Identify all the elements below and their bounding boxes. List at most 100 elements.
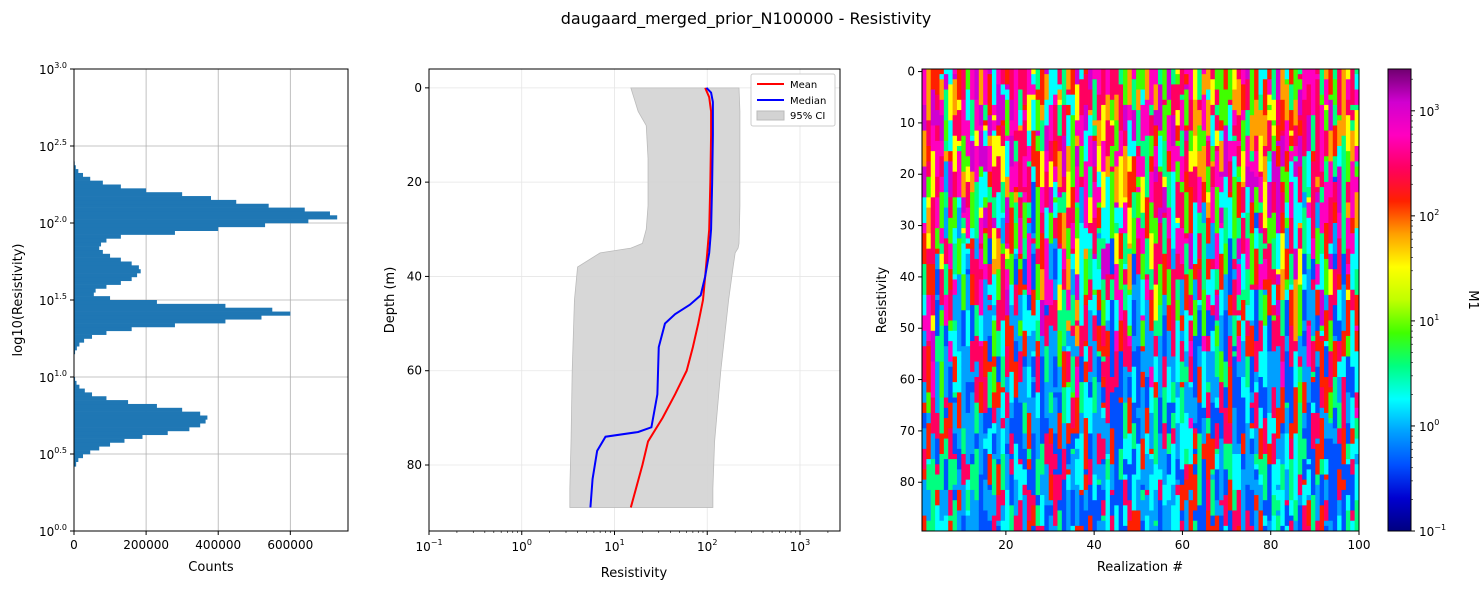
heatmap-cell bbox=[1026, 310, 1032, 337]
heatmap-cell bbox=[1332, 207, 1338, 224]
heatmap-cell bbox=[1206, 202, 1211, 219]
heatmap-cell bbox=[1297, 402, 1303, 439]
heatmap-cell bbox=[991, 366, 997, 393]
heatmap-cell bbox=[965, 510, 971, 516]
heatmap-cell bbox=[1048, 104, 1054, 142]
heatmap-cell bbox=[1066, 94, 1071, 106]
heatmap-y-tick-label: 40 bbox=[900, 270, 915, 284]
heatmap-cell bbox=[1022, 69, 1028, 106]
heatmap-cell bbox=[1302, 120, 1307, 137]
heatmap-cell bbox=[1026, 146, 1032, 152]
heatmap-cell bbox=[1328, 69, 1334, 96]
heatmap-cell bbox=[1332, 464, 1338, 496]
heatmap-cell bbox=[1061, 289, 1067, 316]
heatmap-cell bbox=[1350, 459, 1356, 475]
heatmap-cell bbox=[1223, 176, 1229, 208]
heatmap-cell bbox=[983, 510, 988, 532]
heatmap-cell bbox=[1188, 233, 1194, 270]
heatmap-cell bbox=[1262, 146, 1268, 157]
heatmap-cell bbox=[1262, 351, 1268, 388]
heatmap-cell bbox=[1013, 361, 1019, 373]
heatmap-cell bbox=[1319, 69, 1325, 96]
heatmap-cell bbox=[1354, 351, 1360, 373]
heatmap-cell bbox=[1009, 371, 1015, 404]
heatmap-y-tick-label: 50 bbox=[900, 321, 915, 335]
heatmap-cell bbox=[1241, 217, 1246, 255]
heatmap-cell bbox=[1074, 489, 1080, 511]
heatmap-cell bbox=[1022, 495, 1028, 516]
histogram-bar bbox=[74, 242, 102, 247]
histogram-bar bbox=[74, 415, 208, 420]
heatmap-cell bbox=[1026, 448, 1032, 460]
heatmap-cell bbox=[987, 146, 993, 173]
heatmap-cell bbox=[1144, 515, 1150, 532]
heatmap-cell bbox=[1192, 99, 1198, 137]
heatmap-cell bbox=[943, 397, 949, 409]
heatmap-cell bbox=[1210, 223, 1216, 260]
heatmap-cell bbox=[1101, 238, 1106, 250]
heatmap-cell bbox=[974, 238, 980, 260]
heatmap-cell bbox=[939, 140, 945, 157]
heatmap-cell bbox=[1297, 202, 1303, 224]
heatmap-cell bbox=[956, 325, 962, 352]
heatmap-cell bbox=[987, 433, 993, 455]
heatmap-cell bbox=[1210, 479, 1216, 516]
heatmap-cell bbox=[1324, 520, 1329, 527]
heatmap-cell bbox=[1114, 330, 1120, 352]
heatmap-cell bbox=[1092, 181, 1098, 193]
heatmap-cell bbox=[1114, 448, 1120, 470]
heatmap-cell bbox=[1245, 448, 1251, 486]
heatmap-cell bbox=[1009, 459, 1015, 475]
heatmap-cell bbox=[1039, 495, 1045, 527]
heatmap-cell bbox=[1109, 171, 1115, 208]
heatmap-cell bbox=[1048, 187, 1054, 214]
heatmap-cell bbox=[1188, 489, 1194, 501]
heatmap-cell bbox=[1140, 489, 1146, 501]
heatmap-cell bbox=[1088, 151, 1093, 167]
heatmap-cell bbox=[1354, 464, 1360, 501]
heatmap-cell bbox=[1131, 284, 1137, 301]
heatmap-cell bbox=[1262, 279, 1268, 285]
heatmap-cell bbox=[1053, 238, 1058, 250]
heatmap-cell bbox=[1341, 161, 1347, 193]
heatmap-cell bbox=[1184, 346, 1189, 352]
heatmap-cell bbox=[996, 94, 1002, 126]
heatmap-cell bbox=[1306, 438, 1312, 460]
heatmap-cell bbox=[1188, 99, 1194, 131]
heatmap-cell bbox=[1341, 377, 1347, 414]
heatmap-cell bbox=[952, 489, 958, 501]
heatmap-cell bbox=[943, 161, 949, 193]
heatmap-cell bbox=[1144, 279, 1150, 301]
heatmap-y-tick-label: 20 bbox=[900, 167, 915, 181]
heatmap-cell bbox=[1005, 351, 1010, 378]
heatmap-cell bbox=[1236, 525, 1242, 532]
heatmap-cell bbox=[1275, 269, 1281, 275]
histogram-bar bbox=[74, 326, 132, 332]
heatmap-cell bbox=[935, 300, 940, 306]
heatmap-cell bbox=[1118, 505, 1124, 532]
heatmap-cell bbox=[1171, 428, 1176, 445]
heatmap-cell bbox=[1149, 69, 1155, 106]
heatmap-cell bbox=[1214, 69, 1220, 90]
heatmap-x-tick-label: 20 bbox=[998, 538, 1013, 552]
heatmap-cell bbox=[1171, 84, 1176, 116]
heatmap-cell bbox=[1162, 294, 1168, 316]
histogram-bar bbox=[74, 450, 91, 455]
heatmap-cell bbox=[1149, 115, 1155, 137]
heatmap-cell bbox=[1118, 171, 1124, 208]
heatmap-cell bbox=[1262, 197, 1268, 229]
heatmap-cell bbox=[1088, 346, 1093, 373]
heatmap-cell bbox=[926, 69, 932, 96]
heatmap-cell bbox=[1328, 243, 1334, 255]
heatmap-cell bbox=[1048, 443, 1054, 475]
heatmap-cell bbox=[961, 69, 967, 101]
heatmap-cell bbox=[1175, 279, 1181, 301]
heatmap-cell bbox=[1031, 130, 1037, 167]
heatmap-cell bbox=[1328, 438, 1334, 470]
heatmap-cell bbox=[1262, 248, 1268, 260]
heatmap-cell bbox=[1315, 228, 1321, 265]
heatmap-cell bbox=[1171, 146, 1176, 173]
heatmap-cell bbox=[1310, 115, 1316, 137]
heatmap-cell bbox=[1070, 433, 1076, 450]
heatmap-cell bbox=[939, 192, 945, 229]
